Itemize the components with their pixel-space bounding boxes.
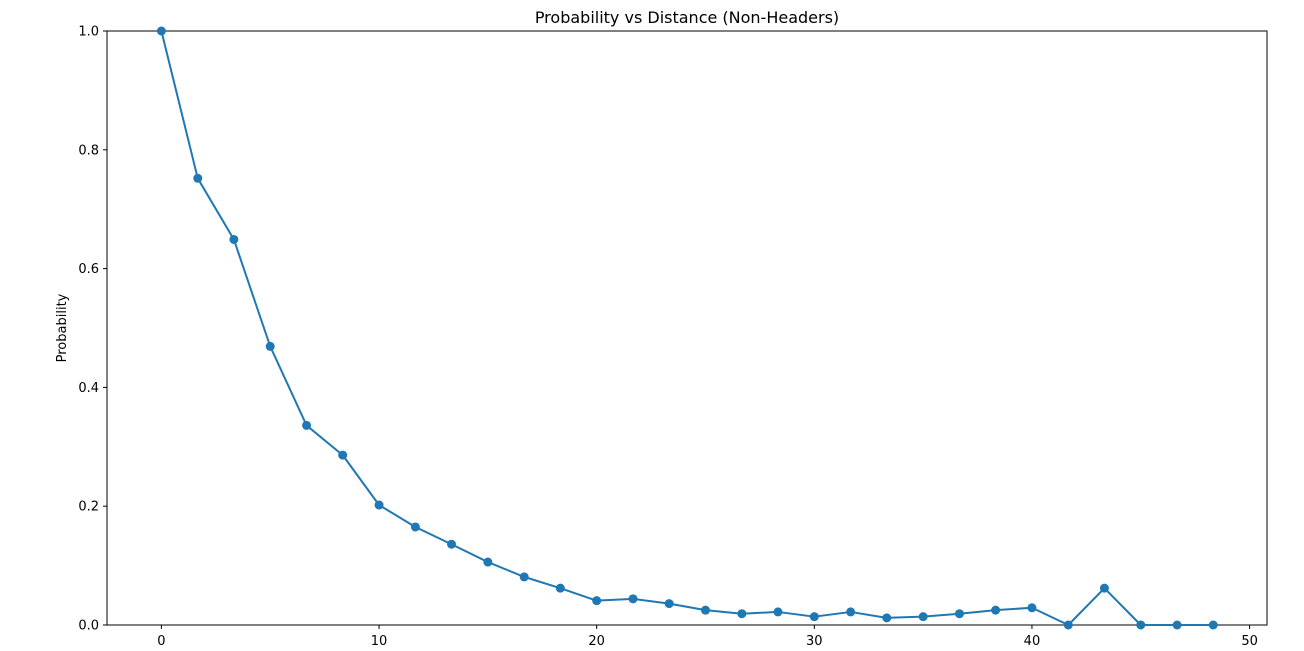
data-point [338,450,348,460]
data-point [302,420,312,430]
data-point [193,173,203,183]
x-tick-label: 30 [806,634,823,649]
y-tick-label: 1.0 [78,25,99,40]
data-point [664,599,674,609]
data-point [1063,620,1073,630]
data-point [882,613,892,623]
data-point [809,612,819,622]
y-tick-label: 0.0 [78,619,99,634]
x-tick-label: 10 [371,634,388,649]
data-point [1208,620,1218,630]
data-point [628,594,638,604]
series-line [160,30,1214,626]
y-tick-label: 0.6 [78,262,99,277]
y-tick-label: 0.2 [78,500,99,515]
data-point [846,607,856,617]
data-point [773,607,783,617]
data-point [1136,620,1146,630]
data-point [700,605,710,615]
data-point [991,605,1001,615]
data-point [555,583,565,593]
data-point [1027,603,1037,613]
x-tick-label: 50 [1241,634,1258,649]
data-point [483,557,493,567]
y-axis-label: Probability [55,293,70,362]
data-point [592,596,602,606]
x-tick-label: 20 [588,634,605,649]
data-point [447,539,457,549]
plot-frame [106,30,1268,626]
data-point [265,341,275,351]
data-point [1099,583,1109,593]
data-point [410,522,420,532]
data-point [954,609,964,619]
data-point [918,612,928,622]
data-point [519,572,529,582]
data-point [737,609,747,619]
y-tick-label: 0.4 [78,381,99,396]
chart-title: Probability vs Distance (Non-Headers) [535,8,839,27]
plot-area: 0 10 20 30 40 50 0.0 0.2 0.4 0.6 0.8 1.0 [78,25,1268,649]
data-point [1172,620,1182,630]
data-point [374,500,384,510]
data-point [156,26,166,36]
y-tick-label: 0.8 [78,143,99,158]
x-tick-label: 40 [1024,634,1041,649]
data-point [229,234,239,244]
x-tick-label: 0 [157,634,165,649]
